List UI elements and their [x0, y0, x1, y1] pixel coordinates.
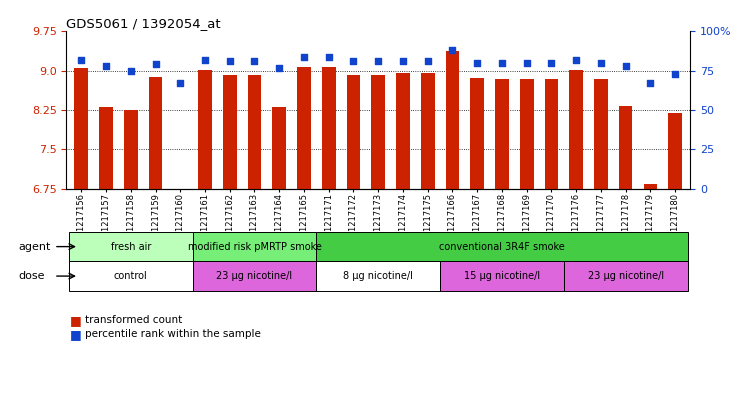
Bar — [272, 107, 286, 189]
Bar — [69, 232, 193, 261]
Point — [75, 57, 87, 63]
Bar — [396, 73, 410, 189]
Point — [545, 60, 557, 66]
Bar — [193, 232, 317, 261]
Text: agent: agent — [18, 242, 51, 252]
Bar — [347, 75, 360, 189]
Bar — [124, 110, 137, 189]
Bar — [545, 79, 558, 189]
Text: 23 μg nicotine/l: 23 μg nicotine/l — [216, 271, 292, 281]
Point — [125, 68, 137, 74]
Point — [595, 60, 607, 66]
Point — [100, 63, 112, 69]
Bar — [223, 75, 237, 189]
Bar — [248, 75, 261, 189]
Text: modified risk pMRTP smoke: modified risk pMRTP smoke — [187, 242, 322, 252]
Bar — [371, 75, 385, 189]
Bar — [570, 70, 583, 189]
Text: transformed count: transformed count — [85, 315, 182, 325]
Point — [348, 58, 359, 64]
Point — [521, 60, 533, 66]
Text: 8 μg nicotine/l: 8 μg nicotine/l — [343, 271, 413, 281]
Point — [472, 60, 483, 66]
Bar — [297, 66, 311, 189]
Point — [199, 57, 211, 63]
Text: 15 μg nicotine/l: 15 μg nicotine/l — [464, 271, 540, 281]
Bar — [193, 261, 317, 291]
Point — [373, 58, 384, 64]
Bar — [75, 68, 88, 189]
Bar — [644, 184, 658, 189]
Bar — [495, 79, 508, 189]
Point — [570, 57, 582, 63]
Bar — [564, 261, 688, 291]
Point — [273, 64, 285, 71]
Bar — [148, 77, 162, 189]
Bar — [317, 261, 440, 291]
Bar — [470, 77, 484, 189]
Bar — [99, 107, 113, 189]
Text: 23 μg nicotine/l: 23 μg nicotine/l — [587, 271, 663, 281]
Bar — [317, 232, 688, 261]
Text: percentile rank within the sample: percentile rank within the sample — [85, 329, 261, 339]
Bar — [520, 79, 534, 189]
Point — [644, 80, 656, 86]
Bar — [69, 261, 193, 291]
Bar — [173, 189, 187, 191]
Point — [620, 63, 632, 69]
Text: dose: dose — [18, 271, 45, 281]
Point — [150, 61, 162, 68]
Point — [224, 58, 235, 64]
Text: fresh air: fresh air — [111, 242, 151, 252]
Bar — [619, 106, 632, 189]
Point — [174, 80, 186, 86]
Bar — [594, 79, 608, 189]
Text: GDS5061 / 1392054_at: GDS5061 / 1392054_at — [66, 17, 221, 30]
Point — [496, 60, 508, 66]
Text: conventional 3R4F smoke: conventional 3R4F smoke — [439, 242, 565, 252]
Text: control: control — [114, 271, 148, 281]
Point — [249, 58, 261, 64]
Bar — [421, 73, 435, 189]
Bar — [669, 113, 682, 189]
Bar — [199, 70, 212, 189]
Point — [422, 58, 434, 64]
Point — [446, 47, 458, 53]
Bar — [440, 261, 564, 291]
Text: ■: ■ — [70, 327, 82, 341]
Point — [669, 71, 681, 77]
Text: ■: ■ — [70, 314, 82, 327]
Bar — [446, 51, 459, 189]
Point — [298, 53, 310, 60]
Point — [397, 58, 409, 64]
Point — [323, 53, 334, 60]
Bar — [322, 66, 336, 189]
